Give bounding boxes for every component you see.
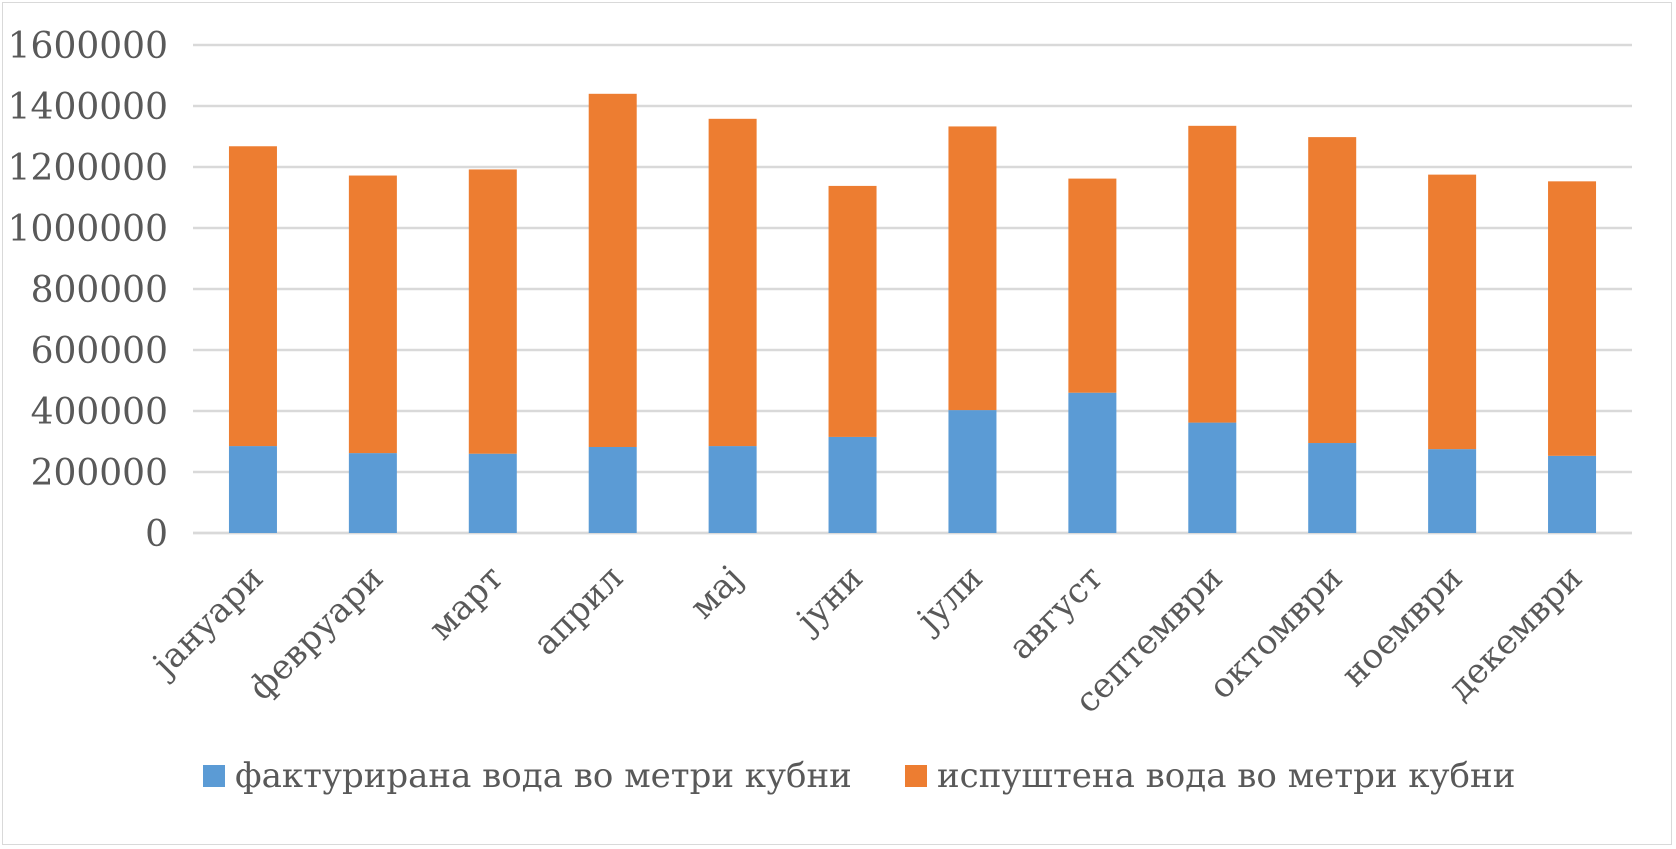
bar-series1-4 — [708, 446, 757, 533]
legend-label-2: испуштена вода во метри кубни — [937, 756, 1515, 796]
legend-swatch-1 — [203, 765, 225, 787]
legend-swatch-2 — [905, 765, 927, 787]
bar-series1-11 — [1548, 455, 1597, 533]
legend-label-1: фактурирана вода во метри кубни — [235, 756, 852, 796]
bar-series1-9 — [1308, 443, 1357, 533]
bar-series2-7 — [1068, 178, 1117, 393]
y-tick-label: 1400000 — [8, 87, 168, 128]
bar-series2-3 — [588, 93, 637, 447]
bar-series2-6 — [948, 126, 997, 411]
x-category-label: јануари — [142, 558, 271, 687]
y-tick-label: 1000000 — [8, 209, 168, 250]
bar-series2-10 — [1428, 174, 1477, 450]
bars — [228, 93, 1597, 533]
bar-series1-3 — [588, 446, 637, 533]
bar-series1-5 — [828, 436, 877, 533]
gridlines — [193, 43, 1632, 535]
y-tick-label: 200000 — [31, 453, 168, 494]
x-category-label: мај — [682, 558, 751, 627]
y-tick-label: 1200000 — [8, 148, 168, 189]
bar-series1-8 — [1188, 422, 1237, 533]
bar-series2-5 — [828, 185, 877, 437]
y-tick-label: 400000 — [31, 392, 168, 433]
y-axis-ticks: 0 200000 400000 600000 800000 1000000 1200000 1… — [8, 26, 168, 555]
x-category-label: август — [1001, 558, 1111, 668]
bar-series1-2 — [468, 453, 517, 533]
legend: фактурирана вода во метри кубни испуштена… — [203, 756, 1515, 796]
bar-series2-9 — [1308, 137, 1357, 444]
bar-series1-0 — [228, 446, 277, 533]
y-tick-label: 800000 — [31, 270, 168, 311]
x-category-label: јули — [907, 558, 991, 642]
bar-series2-1 — [348, 175, 397, 454]
bar-series1-10 — [1428, 449, 1477, 533]
bar-series1-7 — [1068, 392, 1117, 533]
x-category-label: март — [421, 558, 511, 648]
y-tick-label: 0 — [145, 514, 168, 555]
bar-series2-0 — [228, 146, 277, 447]
bar-series2-11 — [1548, 181, 1597, 456]
y-tick-label: 1600000 — [8, 26, 168, 67]
bar-series2-8 — [1188, 125, 1237, 423]
x-category-label: јуни — [786, 558, 871, 643]
x-category-label: април — [526, 558, 631, 663]
bar-series1-6 — [948, 410, 997, 533]
bar-series1-1 — [348, 453, 397, 533]
bar-series2-2 — [468, 169, 517, 454]
y-tick-label: 600000 — [31, 331, 168, 372]
bar-series2-4 — [708, 118, 757, 447]
